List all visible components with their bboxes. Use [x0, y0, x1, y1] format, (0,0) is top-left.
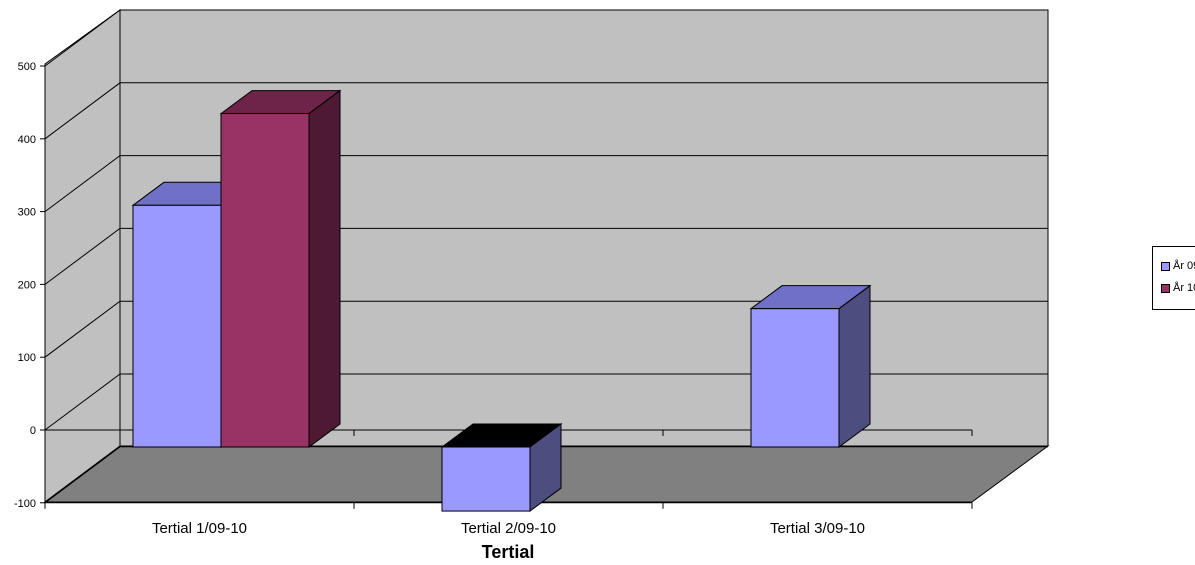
y-tick-labels: -100 0 100 200 300 400 500 [14, 61, 36, 510]
bar-front-face [220, 113, 310, 448]
legend-item-ar10: År 10 [1161, 277, 1195, 299]
gridline [44, 82, 1048, 140]
legend-label-ar09: År 09 [1173, 260, 1195, 272]
legend-item-ar09: År 09 [1161, 255, 1195, 277]
bar-front-face [132, 204, 222, 448]
x-tick-label: Tertial 2/09-10 [461, 520, 556, 537]
y-tick-label: 400 [18, 134, 36, 146]
gridline [44, 446, 1048, 504]
gridline [44, 155, 1048, 213]
gridline [44, 300, 1048, 358]
x-tick-label: Tertial 1/09-10 [152, 520, 247, 537]
gridline [44, 9, 1048, 67]
x-tick-label: Tertial 3/09-10 [770, 520, 865, 537]
y-tick-label: 0 [30, 425, 36, 437]
gridlines [44, 9, 1048, 504]
bar-front-face [750, 308, 840, 448]
gridline [44, 373, 1048, 431]
x-axis-title: Tertial [482, 542, 535, 562]
y-tick-label: -100 [14, 498, 36, 510]
bar-År 09-Tertial 2/09-10 [440, 423, 563, 513]
chart-legend: År 09 År 10 [1152, 246, 1195, 310]
y-tick-label: 100 [18, 352, 36, 364]
gridline [44, 227, 1048, 285]
legend-swatch-ar10 [1161, 283, 1170, 293]
bar-År 09-Tertial 3/09-10 [749, 284, 872, 448]
bar-front-face [441, 446, 531, 512]
y-tick-label: 300 [18, 207, 36, 219]
legend-label-ar10: År 10 [1173, 282, 1195, 294]
bar-År 10-Tertial 1/09-10 [219, 89, 342, 448]
x-tick-labels: Tertial 1/09-10 Tertial 2/09-10 Tertial 3/… [152, 520, 865, 537]
y-tick-label: 500 [18, 61, 36, 73]
legend-swatch-ar09 [1161, 261, 1170, 271]
bars [131, 89, 872, 513]
bar-side-face [308, 89, 341, 448]
bar-side-face [838, 284, 871, 448]
y-tick-label: 200 [18, 279, 36, 291]
